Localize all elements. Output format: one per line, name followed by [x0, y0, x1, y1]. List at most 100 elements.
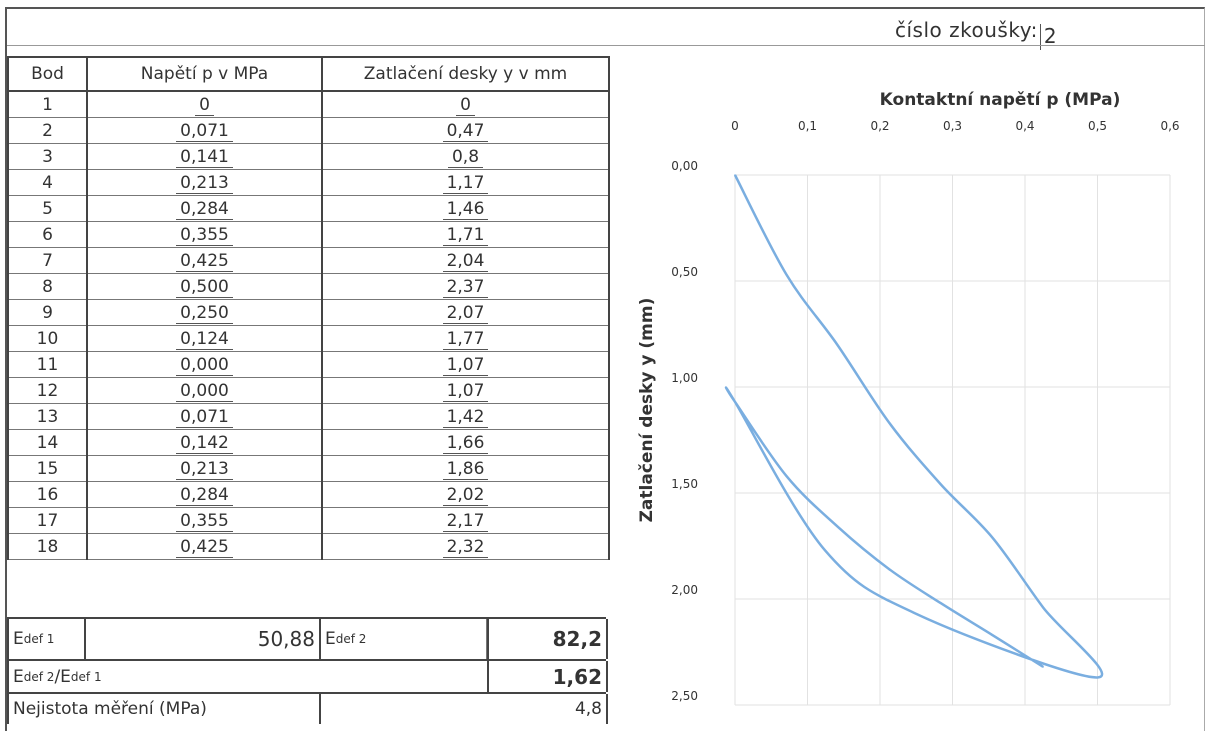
y-tick-label: 1,50 — [671, 477, 698, 491]
chart-point — [1096, 676, 1099, 679]
chart-point — [940, 602, 942, 605]
cell-point-text: 9 — [42, 302, 53, 323]
cell-point-text: 4 — [42, 172, 53, 193]
chart-point — [915, 613, 918, 615]
cell-point-text: 8 — [42, 276, 53, 297]
table-row: 2 0,071 0,47 — [7, 117, 610, 144]
cell-settlement: 1,07 — [322, 351, 610, 378]
stress-settlement-chart: Kontaktní napětí p (MPa) 0 0,1 0,2 0,3 0,4 0,… — [637, 90, 1180, 706]
cell-stress-text: 0 — [195, 94, 214, 116]
x-tick-label: 0,4 — [1015, 119, 1034, 133]
ratio-slash: /E — [54, 666, 71, 687]
cell-stress-text: 0,284 — [176, 198, 233, 220]
cell-settlement-text: 0,8 — [447, 146, 484, 168]
cell-stress: 0,124 — [87, 325, 323, 352]
cell-stress-text: 0,213 — [176, 172, 233, 194]
cell-stress: 0,284 — [87, 481, 323, 508]
test-number-value[interactable]: 2 — [1039, 24, 1160, 50]
cell-stress: 0,142 — [87, 429, 323, 456]
cell-stress-text: 0,355 — [176, 510, 233, 532]
cell-stress: 0,141 — [87, 143, 323, 170]
col-header-stress: Napětí p v MPa — [87, 56, 323, 92]
cell-stress-text: 0,071 — [176, 406, 233, 428]
table-row: 5 0,284 1,46 — [7, 195, 610, 222]
cell-stress-text: 0,355 — [176, 224, 233, 246]
cell-stress: 0,250 — [87, 299, 323, 326]
cell-point-text: 16 — [36, 484, 59, 505]
cell-point: 5 — [7, 195, 88, 222]
ratio-sub-b: def 1 — [70, 669, 102, 684]
cell-point-text: 11 — [36, 354, 59, 375]
cell-settlement-text: 1,17 — [442, 172, 489, 194]
x-tick-label: 0,6 — [1160, 119, 1179, 133]
edef1-label-sub: def 1 — [23, 632, 55, 646]
cell-settlement-text: 1,66 — [442, 432, 489, 454]
table-row: 13 0,071 1,42 — [7, 403, 610, 430]
table-row: 7 0,425 2,04 — [7, 247, 610, 274]
edef2-label-sub: def 2 — [335, 632, 367, 646]
cell-settlement-text: 0 — [456, 94, 475, 116]
ratio-value: 1,62 — [487, 661, 608, 692]
cell-stress-text: 0,500 — [176, 276, 233, 298]
cell-point: 15 — [7, 455, 88, 482]
cell-point-text: 13 — [36, 406, 59, 427]
cell-stress-text: 0,124 — [176, 328, 233, 350]
cell-stress-text: 0,213 — [176, 458, 233, 480]
y-tick-label: 0,50 — [671, 265, 698, 279]
cell-settlement-text: 1,71 — [442, 224, 489, 246]
col-header-point: Bod — [7, 56, 88, 92]
chart-point — [734, 401, 736, 403]
edef2-label-text: E — [325, 629, 336, 649]
cell-settlement-text: 0,47 — [442, 120, 489, 142]
cell-stress-text: 0,141 — [176, 146, 233, 168]
uncertainty-row: Nejistota měření (MPa) 4,8 — [7, 694, 608, 724]
cell-settlement: 2,17 — [322, 507, 610, 534]
cell-point: 3 — [7, 143, 88, 170]
cell-stress-text: 0,071 — [176, 120, 233, 142]
cell-stress: 0,355 — [87, 221, 323, 248]
cell-settlement: 2,04 — [322, 247, 610, 274]
cell-settlement: 1,07 — [322, 377, 610, 404]
cell-point: 4 — [7, 169, 88, 196]
cell-settlement-text: 2,32 — [442, 536, 489, 558]
edef1-label-text: E — [13, 629, 24, 649]
cell-settlement: 1,77 — [322, 325, 610, 352]
cell-settlement: 1,86 — [322, 455, 610, 482]
header-divider — [7, 45, 1205, 46]
cell-point: 16 — [7, 481, 88, 508]
cell-point: 6 — [7, 221, 88, 248]
table-row: 12 0,000 1,07 — [7, 377, 610, 404]
cell-settlement-text: 2,37 — [442, 276, 489, 298]
chart-points — [734, 174, 1099, 679]
y-tick-label: 1,00 — [671, 371, 698, 385]
cell-settlement-text: 2,04 — [442, 250, 489, 272]
cell-stress: 0,425 — [87, 247, 323, 274]
chart-point — [836, 343, 839, 346]
table-row: 11 0,000 1,07 — [7, 351, 610, 378]
cell-settlement: 2,37 — [322, 273, 610, 300]
cell-settlement: 2,02 — [322, 481, 610, 508]
cell-stress-text: 0,000 — [176, 380, 233, 402]
cell-stress: 0,284 — [87, 195, 323, 222]
table-row: 10 0,124 1,77 — [7, 325, 610, 352]
table-row: 9 0,250 2,07 — [7, 299, 610, 326]
cell-stress: 0,071 — [87, 403, 323, 430]
chart-point — [824, 549, 826, 552]
cell-stress: 0,000 — [87, 351, 323, 378]
edef1-value: 50,88 — [257, 627, 315, 651]
table-row: 6 0,355 1,71 — [7, 221, 610, 248]
table-row: 4 0,213 1,17 — [7, 169, 610, 196]
table-row: 18 0,425 2,32 — [7, 533, 610, 560]
cell-point-text: 15 — [36, 458, 59, 479]
cell-settlement-text: 2,07 — [442, 302, 489, 324]
cell-settlement: 1,66 — [322, 429, 610, 456]
cell-stress: 0,071 — [87, 117, 323, 144]
cell-settlement: 1,17 — [322, 169, 610, 196]
cell-stress-text: 0,142 — [176, 432, 233, 454]
table-row: 16 0,284 2,02 — [7, 481, 610, 508]
y-tick-label: 2,50 — [671, 689, 698, 703]
